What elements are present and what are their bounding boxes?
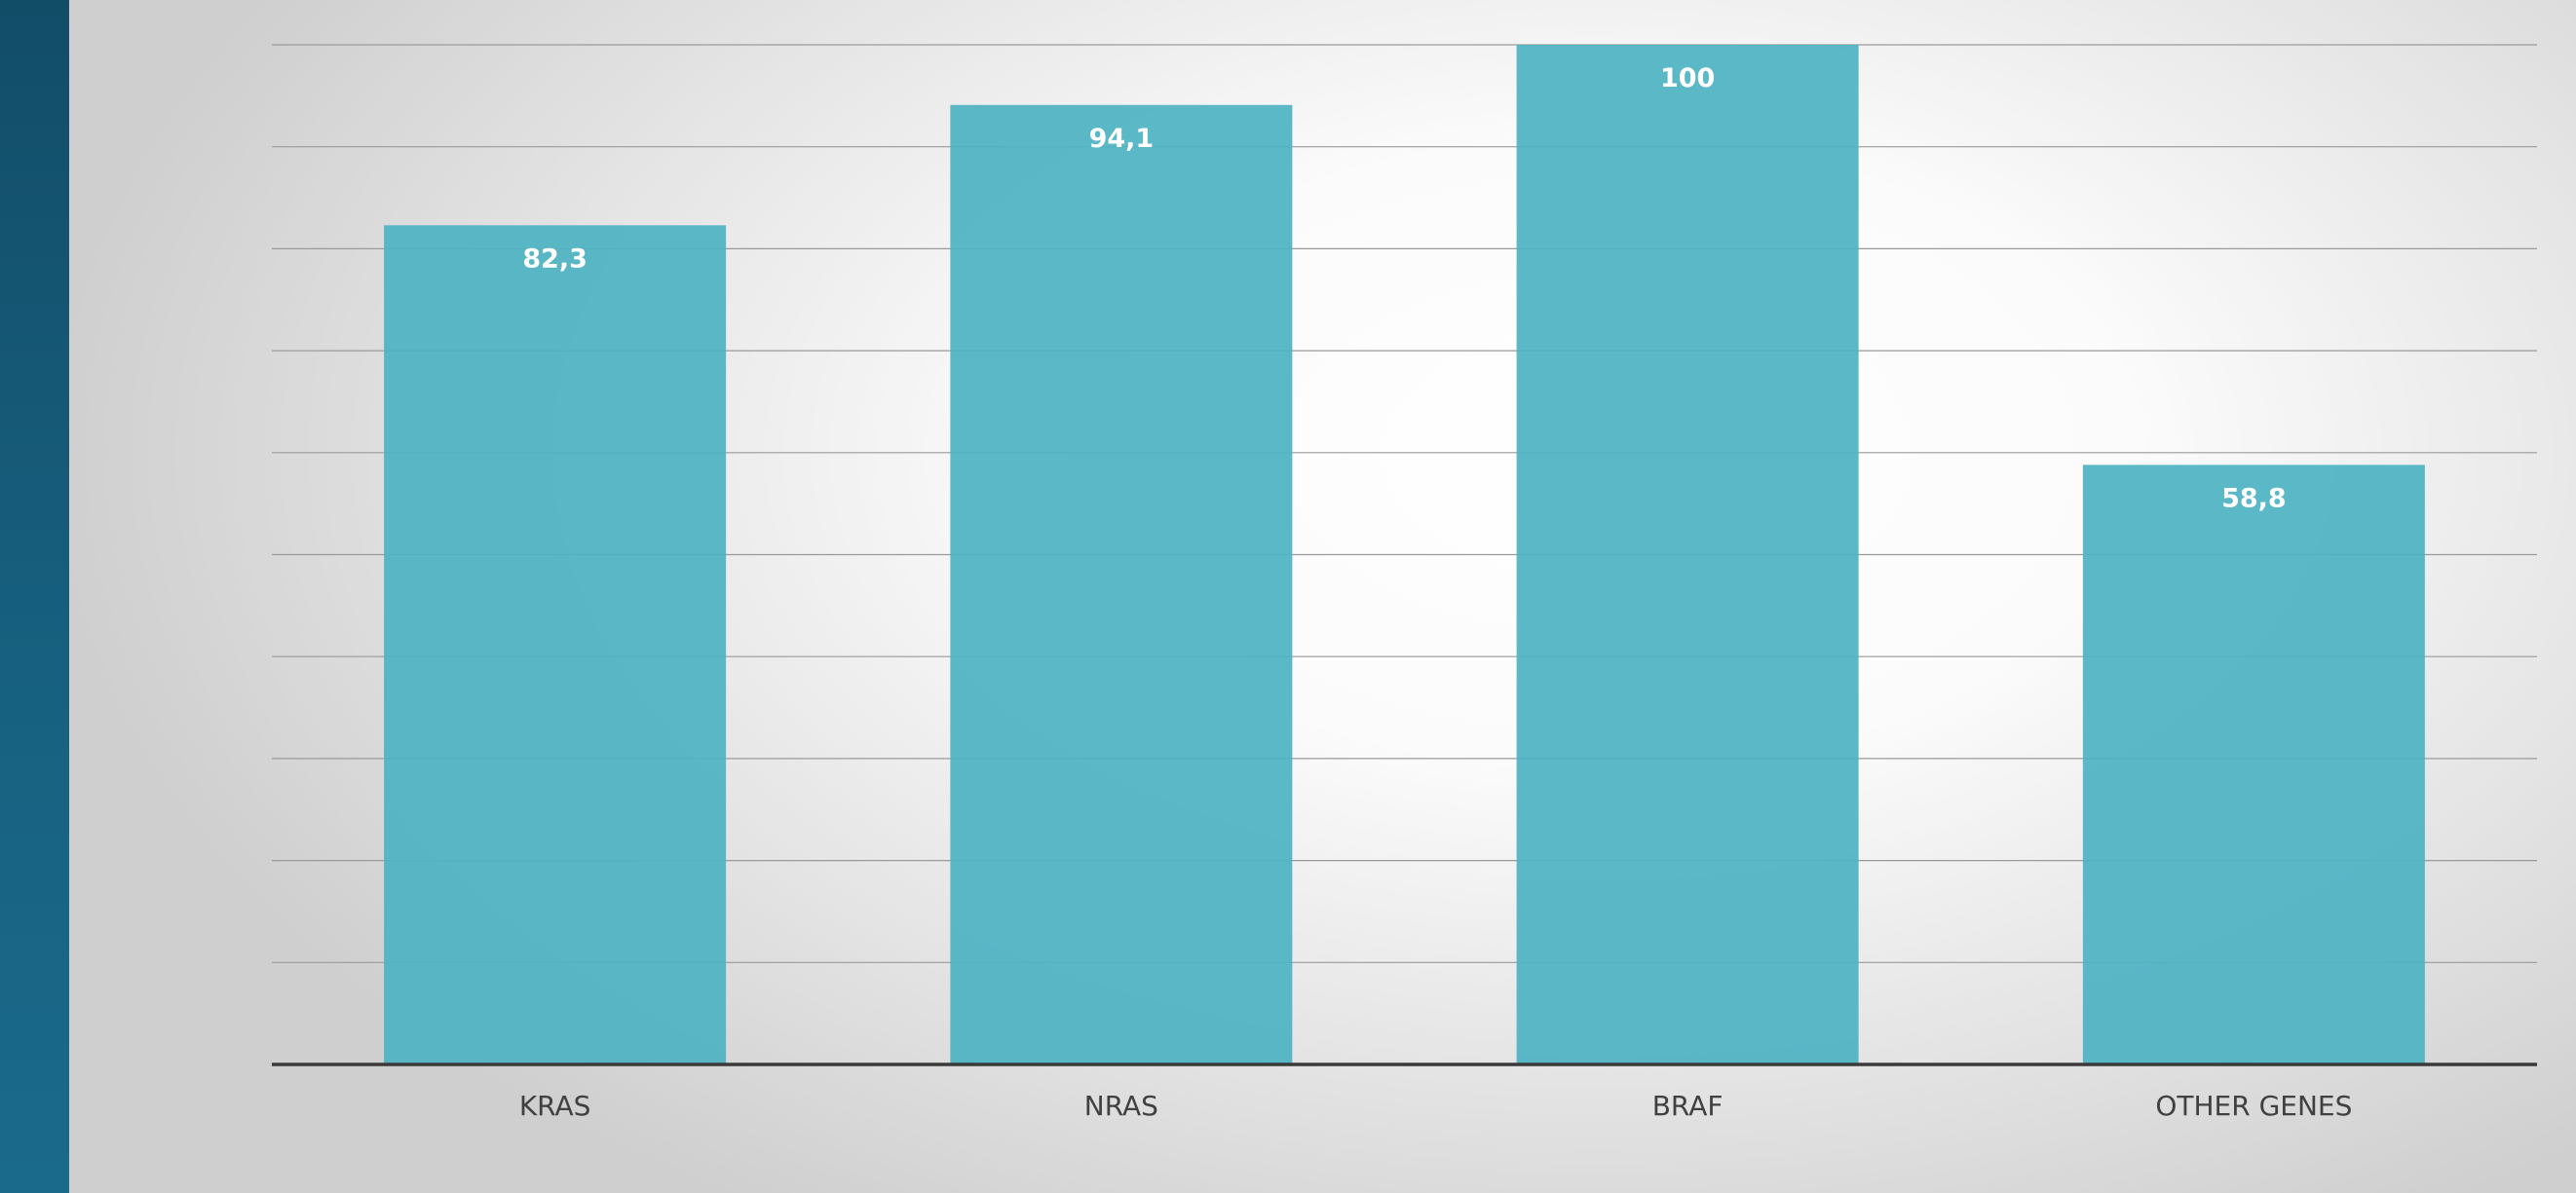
bar-kras: [384, 225, 727, 1065]
category-labels: KRAS NRAS BRAF OTHER GENES: [519, 1090, 2353, 1122]
category-label: NRAS: [1084, 1090, 1158, 1122]
data-label: 82,3: [522, 243, 587, 274]
bar-braf: [1516, 45, 1859, 1064]
bar-other-genes: [2082, 465, 2425, 1064]
data-label: 94,1: [1089, 124, 1155, 154]
data-labels: 82,3 94,1 100 58,8: [522, 63, 2286, 513]
category-label: KRAS: [519, 1090, 591, 1122]
category-label: BRAF: [1652, 1090, 1724, 1122]
sidebar-accent-strip: [0, 0, 69, 1193]
bar-nras: [950, 104, 1293, 1064]
data-label: 100: [1660, 63, 1715, 93]
data-label: 58,8: [2221, 483, 2287, 513]
bars: [384, 45, 2425, 1065]
category-label: OTHER GENES: [2155, 1090, 2352, 1122]
